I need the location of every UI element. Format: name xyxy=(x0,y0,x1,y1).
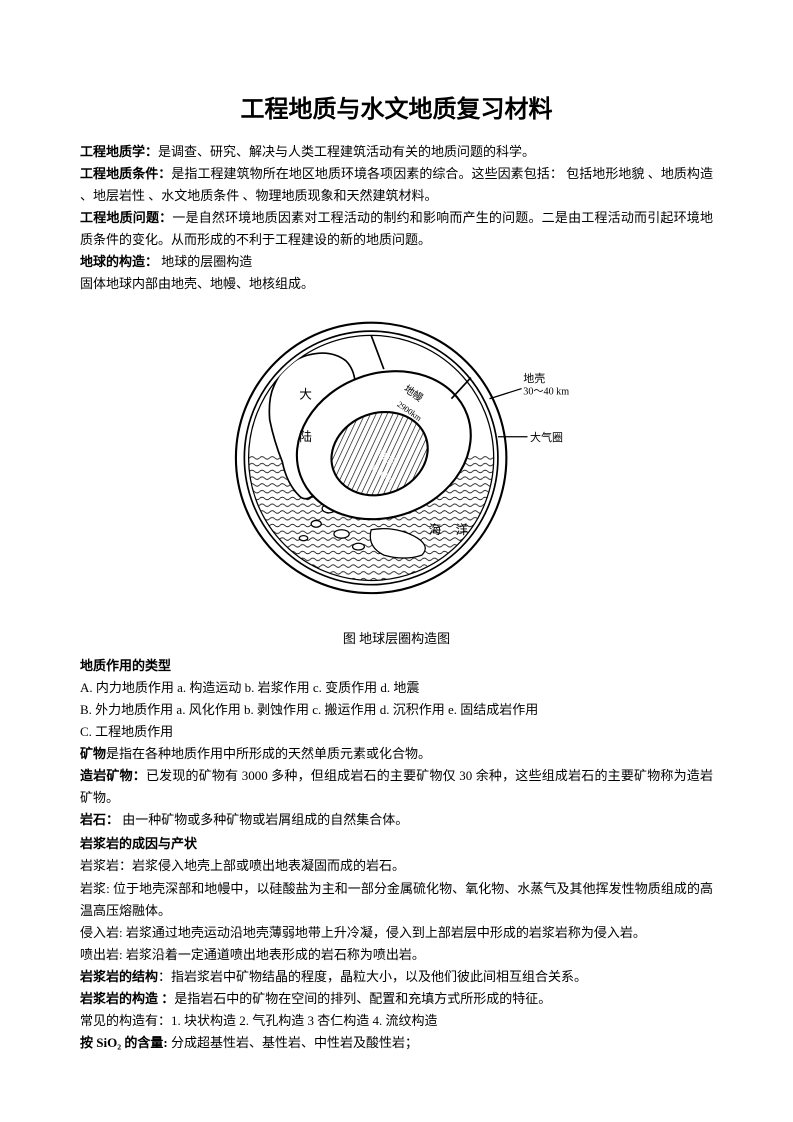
label-crust-depth: 30～40 km xyxy=(523,387,569,398)
sio2-label: 按 SiO₂ 的含量: xyxy=(80,1035,168,1050)
label-atmosphere: 大气圈 xyxy=(530,430,563,444)
term-label-4: 地球的构造： xyxy=(80,254,158,269)
mineral-definition: 矿物是指在各种地质作用中所形成的天然单质元素或化合物。 xyxy=(80,743,713,765)
rock-definition: 岩石： 由一种矿物或多种矿物或岩屑组成的自然集合体。 xyxy=(80,809,713,831)
construct-text: 是指岩石中的矿物在空间的排列、配置和充填方式所形成的特征。 xyxy=(174,991,551,1006)
structure-label: 岩浆岩的结构 xyxy=(80,969,158,984)
term-text-2: 是指工程建筑物所在地区地质环境各项因素的综合。这些因素包括： 包括地形地貌 、地… xyxy=(80,166,713,203)
definition-4-line2: 固体地球内部由地壳、地幔、地核组成。 xyxy=(80,273,713,295)
definition-1: 工程地质学：是调查、研究、解决与人类工程建筑活动有关的地质问题的科学。 xyxy=(80,141,713,163)
mineral-label: 矿物 xyxy=(80,746,106,761)
section-geological-types: 地质作用的类型 xyxy=(80,655,713,677)
rock-mineral-label: 造岩矿物： xyxy=(80,768,146,783)
rock-mineral-text: 已发现的矿物有 3000 多种，但组成岩石的主要矿物仅 30 余种，这些组成岩石… xyxy=(80,768,713,805)
definition-2: 工程地质条件：是指工程建筑物所在地区地质环境各项因素的综合。这些因素包括： 包括… xyxy=(80,163,713,207)
structure-text: ：指岩浆岩中矿物结晶的程度，晶粒大小，以及他们彼此间相互组合关系。 xyxy=(158,969,587,984)
term-label-2: 工程地质条件： xyxy=(80,166,171,181)
rock-text: 由一种矿物或多种矿物或岩屑组成的自然集合体。 xyxy=(119,812,408,827)
earth-diagram-svg: 大 陆 海 洋 地幔 2900km 地核 3500km 地壳 30～40 km … xyxy=(219,305,574,615)
definition-4: 地球的构造： 地球的层圈构造 xyxy=(80,251,713,273)
term-text-1: 是调查、研究、解决与人类工程建筑活动有关的地质问题的科学。 xyxy=(158,144,535,159)
structure-definition: 岩浆岩的结构：指岩浆岩中矿物结晶的程度，晶粒大小，以及他们彼此间相互组合关系。 xyxy=(80,966,713,988)
list-item-a: A. 内力地质作用 a. 构造运动 b. 岩浆作用 c. 变质作用 d. 地震 xyxy=(80,677,713,699)
label-continent: 大 xyxy=(299,388,312,402)
definition-3: 工程地质问题：一是自然环境地质因素对工程活动的制约和影响而产生的问题。二是由工程… xyxy=(80,207,713,251)
rock-label: 岩石： xyxy=(80,812,119,827)
extrusive-def: 喷出岩: 岩浆沿着一定通道喷出地表形成的岩石称为喷出岩。 xyxy=(80,944,713,966)
construct-label: 岩浆岩的构造 ： xyxy=(80,991,174,1006)
mineral-text: 是指在各种地质作用中所形成的天然单质元素或化合物。 xyxy=(106,746,431,761)
magma-def: 岩浆: 位于地壳深部和地幔中，以硅酸盐为主和一部分金属硫化物、氧化物、水蒸气及其… xyxy=(80,878,713,922)
term-label-3: 工程地质问题： xyxy=(80,210,172,225)
label-ocean-r: 洋 xyxy=(456,523,469,537)
intrusive-def: 侵入岩: 岩浆通过地壳运动沿地壳薄弱地带上升冷凝，侵入到上部岩层中形成的岩浆岩称… xyxy=(80,922,713,944)
earth-structure-figure: 大 陆 海 洋 地幔 2900km 地核 3500km 地壳 30～40 km … xyxy=(80,305,713,649)
common-construct: 常见的构造有：1. 块状构造 2. 气孔构造 3 杏仁构造 4. 流纹构造 xyxy=(80,1010,713,1032)
magma-heading: 岩浆岩的成因与产状 xyxy=(80,833,713,855)
sio2-classification: 按 SiO₂ 的含量: 分成超基性岩、基性岩、中性岩及酸性岩； xyxy=(80,1032,713,1054)
label-land: 陆 xyxy=(299,429,312,444)
list-item-c: C. 工程地质作用 xyxy=(80,721,713,743)
list-item-b: B. 外力地质作用 a. 风化作用 b. 剥蚀作用 c. 搬运作用 d. 沉积作… xyxy=(80,699,713,721)
document-title: 工程地质与水文地质复习材料 xyxy=(80,90,713,131)
label-crust: 地壳 xyxy=(523,371,545,385)
label-ocean-l: 海 xyxy=(429,523,442,537)
term-text-4: 地球的层圈构造 xyxy=(158,254,252,269)
term-label-1: 工程地质学： xyxy=(80,144,158,159)
figure-caption: 图 地球层圈构造图 xyxy=(80,628,713,650)
construct-definition: 岩浆岩的构造 ：是指岩石中的矿物在空间的排列、配置和充填方式所形成的特征。 xyxy=(80,988,713,1010)
sio2-text: 分成超基性岩、基性岩、中性岩及酸性岩； xyxy=(168,1035,418,1050)
rock-mineral-definition: 造岩矿物：已发现的矿物有 3000 多种，但组成岩石的主要矿物仅 30 余种，这… xyxy=(80,765,713,809)
magma-rock-def: 岩浆岩：岩浆侵入地壳上部或喷出地表凝固而成的岩石。 xyxy=(80,855,713,877)
term-text-3: 一是自然环境地质因素对工程活动的制约和影响而产生的问题。二是由工程活动而引起环境… xyxy=(80,210,713,247)
